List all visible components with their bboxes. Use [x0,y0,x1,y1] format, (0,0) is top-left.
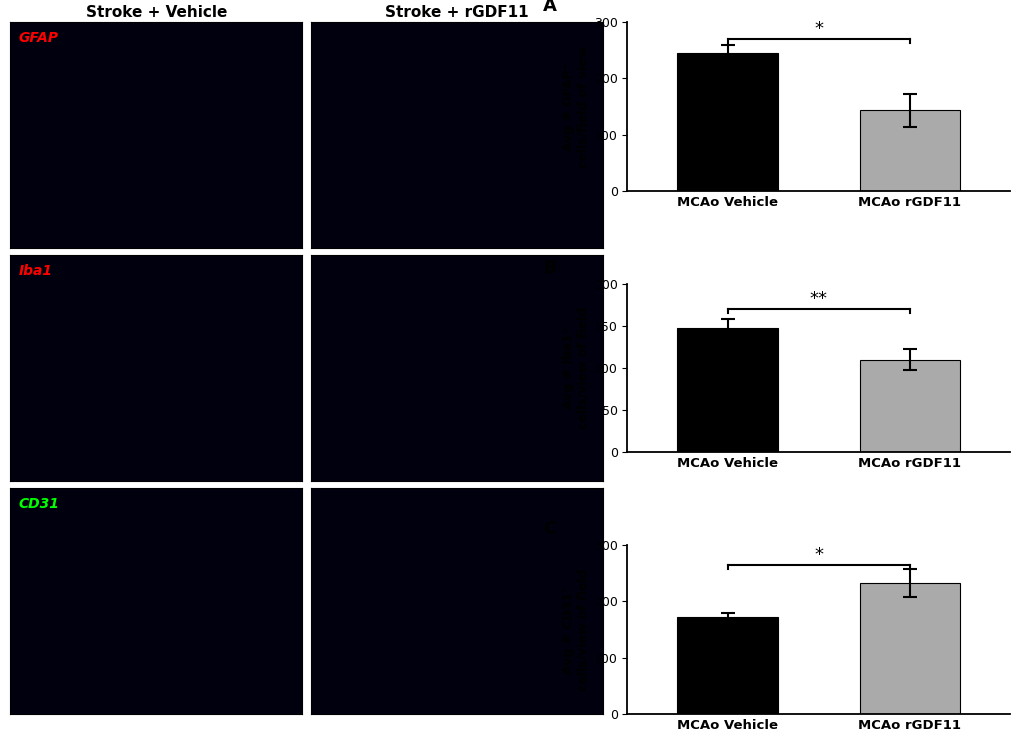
Text: **: ** [809,290,826,308]
Text: Iba1: Iba1 [19,264,53,278]
Y-axis label: Avg # GFAP⁺
cells/field of view: Avg # GFAP⁺ cells/field of view [561,46,589,168]
Y-axis label: Avg # CD31⁺
cells/view of field: Avg # CD31⁺ cells/view of field [561,568,589,690]
Bar [677,328,776,453]
Bar [677,618,776,714]
Bar [859,360,959,453]
Text: B: B [543,259,556,277]
Text: GFAP: GFAP [19,31,59,45]
Text: C: C [543,520,556,539]
Title: Stroke + rGDF11: Stroke + rGDF11 [385,4,528,20]
Text: *: * [813,20,822,38]
Bar [859,110,959,191]
Text: A: A [543,0,556,15]
Text: CD31: CD31 [19,497,60,511]
Bar [859,584,959,714]
Title: Stroke + Vehicle: Stroke + Vehicle [86,4,226,20]
Bar [677,53,776,191]
Text: *: * [813,545,822,564]
Y-axis label: Avg # Iba1⁺
cells/view of field: Avg # Iba1⁺ cells/view of field [561,307,589,429]
